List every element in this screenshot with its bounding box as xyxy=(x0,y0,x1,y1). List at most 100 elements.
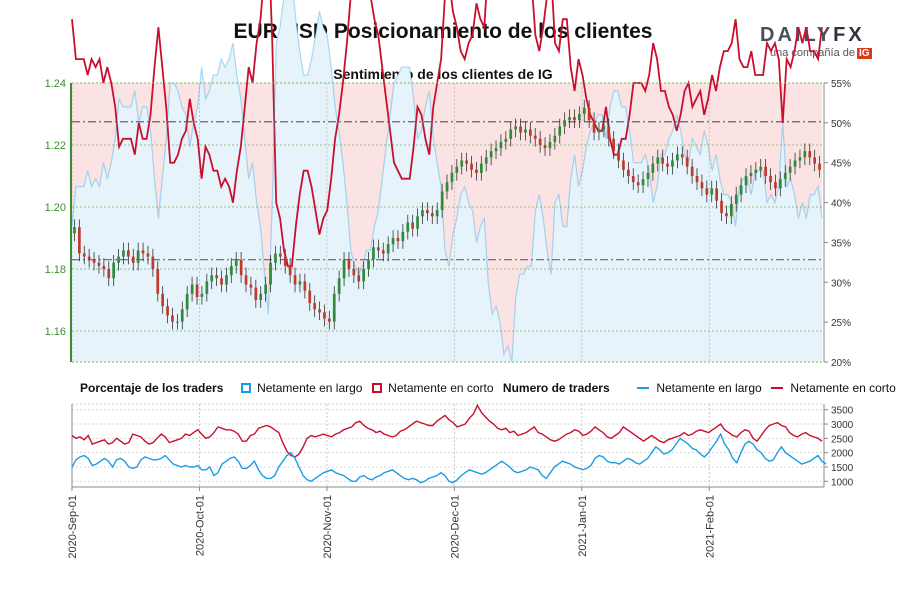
price-tick-label: 1.22 xyxy=(45,140,66,152)
candle-body xyxy=(705,188,709,195)
candle-body xyxy=(568,117,571,121)
candle-body xyxy=(769,176,772,183)
candle-body xyxy=(636,182,640,186)
candle-body xyxy=(200,293,204,297)
candle-body xyxy=(602,126,606,130)
count-long-line xyxy=(71,432,827,484)
candle-body xyxy=(700,182,704,189)
legend: Porcentaje de los traders Netamente en l… xyxy=(80,380,896,396)
x-tick-label: 2020-Dec-01 xyxy=(449,495,461,559)
candle-body xyxy=(313,303,316,310)
candle-body xyxy=(381,250,385,254)
candle-body xyxy=(524,129,527,133)
count-tick-label: 3000 xyxy=(831,420,854,431)
pct-tick-label: 35% xyxy=(831,238,851,249)
x-axis-labels: 2020-Sep-01 2020-Oct-01 2020-Nov-01 2020-De… xyxy=(67,487,716,559)
candle-body xyxy=(450,172,454,183)
candle-body xyxy=(710,188,714,195)
candle-body xyxy=(264,284,267,294)
candle-body xyxy=(607,126,611,139)
pct-long-line xyxy=(71,0,823,363)
candle-body xyxy=(793,160,797,167)
candle-body xyxy=(440,191,444,211)
candle-body xyxy=(274,253,277,263)
candle-body xyxy=(347,259,351,269)
pct-tick-label: 45% xyxy=(831,159,851,170)
candle-body xyxy=(259,293,263,300)
candle-body xyxy=(798,157,802,161)
candle-body xyxy=(220,278,223,285)
candle-body xyxy=(293,275,297,285)
x-tick-label: 2021-Feb-01 xyxy=(704,495,716,558)
candle-body xyxy=(715,188,718,201)
candle-body xyxy=(783,172,787,180)
candle-body xyxy=(744,176,748,186)
candle-body xyxy=(205,281,209,294)
grid-lines xyxy=(71,82,822,487)
candle-body xyxy=(460,160,464,167)
candle-body xyxy=(470,163,473,170)
candle-body xyxy=(166,306,169,316)
candle-body xyxy=(445,182,449,192)
candle-body xyxy=(401,231,405,242)
candle-body xyxy=(367,259,370,269)
pct-tick-label: 55% xyxy=(831,79,851,90)
candle-body xyxy=(676,154,679,161)
candle-body xyxy=(190,284,194,294)
candle-body xyxy=(225,275,228,285)
candle-body xyxy=(362,269,365,282)
candle-body xyxy=(298,281,302,285)
candle-body xyxy=(533,135,537,139)
candle-body xyxy=(553,135,557,142)
candle-body xyxy=(656,157,660,164)
candle-body xyxy=(357,275,361,282)
candle-body xyxy=(813,157,816,164)
candle-body xyxy=(592,120,596,133)
candle-body xyxy=(396,238,400,242)
pct-tick-label: 50% xyxy=(831,119,851,130)
dailyfx-logo: DAILYFX una compañía de IG xyxy=(760,24,872,64)
price-tick-label: 1.16 xyxy=(45,326,66,338)
candle-body xyxy=(283,256,287,266)
candle-body xyxy=(136,250,140,263)
x-tick-label: 2020-Sep-01 xyxy=(67,495,79,559)
candle-body xyxy=(337,278,341,294)
candle-body xyxy=(582,107,586,114)
percentage-lines xyxy=(71,0,823,363)
candle-body xyxy=(122,250,125,257)
candle-body xyxy=(818,163,821,170)
candle-body xyxy=(87,256,91,260)
price-tick-label: 1.20 xyxy=(45,202,66,214)
candle-body xyxy=(803,151,807,158)
candle-body xyxy=(279,253,282,257)
candle-body xyxy=(254,287,258,300)
candle-body xyxy=(386,244,390,254)
price-tick-label: 1.24 xyxy=(45,78,66,90)
candle-body xyxy=(131,256,135,263)
candle-body xyxy=(303,281,307,291)
candle-body xyxy=(548,141,552,149)
candle-body xyxy=(749,172,753,176)
candle-body xyxy=(328,318,331,322)
candle-body xyxy=(484,157,488,164)
candle-body xyxy=(176,321,179,323)
candle-body xyxy=(578,114,581,121)
candle-body xyxy=(685,157,689,167)
candle-body xyxy=(690,166,694,176)
candle-body xyxy=(808,151,812,158)
candle-body xyxy=(352,269,356,276)
legend-num-long-swatch xyxy=(636,386,649,389)
reference-lines xyxy=(72,121,822,261)
candle-body xyxy=(725,213,728,217)
candle-body xyxy=(617,151,620,161)
candle-body xyxy=(651,163,655,173)
candle-body xyxy=(342,259,346,279)
axes: 1.16 1.18 1.20 1.22 1.24 20% 25% 30% 35% 40% 45% 50… xyxy=(45,78,852,369)
legend-num-long: Netamente en largo xyxy=(656,380,762,395)
candle-body xyxy=(107,269,111,279)
candle-body xyxy=(627,169,630,176)
candle-body xyxy=(622,160,625,170)
ig-logo-icon: IG xyxy=(857,48,872,59)
price-candles xyxy=(73,100,821,330)
candle-body xyxy=(323,312,326,319)
